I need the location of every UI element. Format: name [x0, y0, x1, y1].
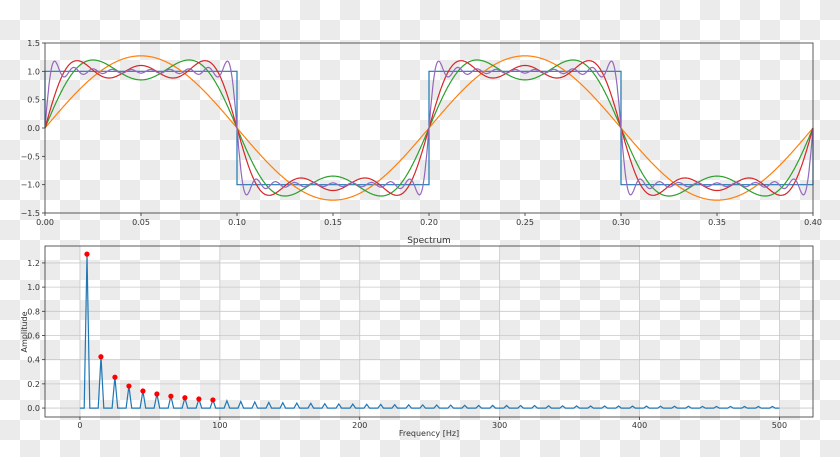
y-tick-label: 1.0: [27, 283, 40, 292]
x-tick-label: 300: [492, 421, 507, 430]
y-tick-label: −0.5: [21, 152, 40, 161]
x-tick-label: 400: [632, 421, 647, 430]
peak-marker: [168, 393, 174, 399]
y-tick-label: 1.2: [27, 259, 40, 268]
x-tick-label: 0.05: [132, 218, 150, 227]
spectrum-title: Spectrum: [407, 236, 451, 246]
x-tick-label: 0.00: [36, 218, 54, 227]
x-tick-label: 200: [352, 421, 367, 430]
x-tick-label: 0.40: [804, 218, 822, 227]
x-tick-label: 0.30: [612, 218, 630, 227]
spectrum-line: [80, 254, 780, 409]
y-tick-label: 0.0: [27, 124, 40, 133]
x-tick-label: 0.20: [420, 218, 438, 227]
series-line-4: [44, 60, 814, 196]
time-domain-plot: 0.00 0.05 0.10 0.15 0.20 0.25 0.30 0.35 0.40 −1.5…: [21, 39, 822, 227]
peak-marker: [210, 397, 216, 403]
peak-marker: [182, 395, 188, 401]
y-tick-label: 0.8: [27, 307, 40, 316]
peak-marker: [98, 354, 104, 360]
peak-marker: [126, 383, 132, 389]
x-tick-label: 100: [212, 421, 227, 430]
x-tick-label: 500: [772, 421, 787, 430]
y-tick-label: 0.5: [27, 96, 40, 105]
peak-marker: [154, 391, 160, 397]
y-tick-label: 0.0: [27, 404, 40, 413]
x-tick-label: 0.10: [228, 218, 246, 227]
peak-marker: [196, 396, 202, 402]
y-tick-label: −1.0: [21, 181, 40, 190]
x-tick-label: 0: [77, 421, 82, 430]
y-tick-label: 1.0: [27, 67, 40, 76]
y-tick-label: 0.6: [27, 331, 40, 340]
y-tick-label: −1.5: [21, 209, 40, 218]
peak-marker: [112, 374, 118, 380]
x-axis-label: Frequency [Hz]: [399, 429, 459, 438]
x-tick-label: 0.15: [324, 218, 342, 227]
x-tick-label: 0.25: [516, 218, 534, 227]
peak-marker: [140, 388, 146, 394]
y-axis-label: Amplitude: [20, 311, 29, 352]
plot-frame: [44, 245, 814, 418]
spectrum-plot: Spectrum Frequency [Hz] Amplitude 0 100 20…: [20, 236, 814, 438]
y-tick-label: 0.4: [27, 356, 40, 365]
plot-frame: [44, 42, 814, 214]
x-tick-label: 0.35: [708, 218, 726, 227]
y-tick-label: 1.5: [27, 39, 40, 48]
y-tick-label: 0.2: [27, 380, 40, 389]
peak-marker: [84, 251, 90, 257]
